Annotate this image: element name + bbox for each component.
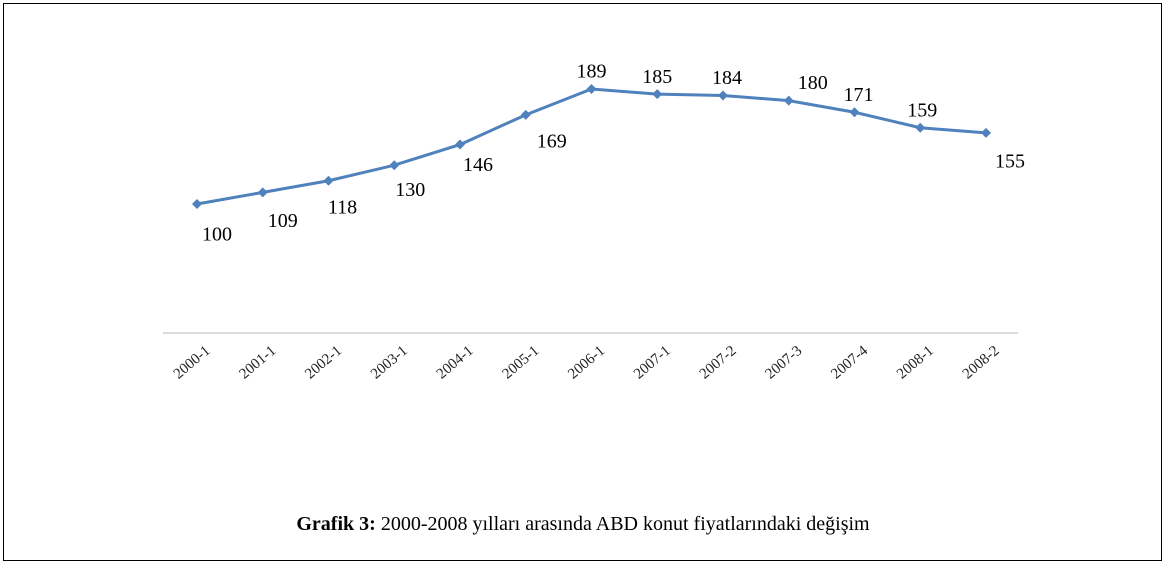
data-label: 185	[642, 66, 672, 88]
data-label: 100	[202, 224, 232, 246]
marker	[455, 139, 465, 150]
caption-label: Grafik 3:	[296, 513, 375, 535]
marker	[586, 84, 597, 94]
marker	[981, 127, 991, 138]
caption: Grafik 3: 2000-2008 yılları arasında ABD…	[296, 513, 870, 535]
data-label: 189	[577, 61, 607, 83]
marker	[192, 199, 202, 209]
data-label: 180	[798, 72, 828, 94]
caption-text: 2000-2008 yılları arasında ABD konut fiy…	[381, 513, 870, 535]
data-label: 171	[844, 84, 874, 106]
marker	[389, 160, 400, 171]
data-label: 146	[463, 154, 493, 176]
marker	[849, 107, 860, 118]
marker	[520, 109, 531, 120]
data-label: 155	[995, 151, 1025, 173]
frame	[3, 3, 1162, 561]
marker	[257, 187, 268, 198]
data-label: 130	[395, 179, 425, 201]
data-label: 169	[537, 130, 567, 152]
marker	[783, 95, 794, 106]
data-label: 184	[712, 67, 742, 89]
data-label: 159	[907, 99, 937, 121]
marker	[718, 90, 728, 101]
data-label: 109	[268, 210, 298, 232]
data-label: 118	[328, 196, 357, 218]
marker	[652, 89, 663, 100]
marker	[915, 122, 926, 133]
marker	[323, 175, 334, 186]
